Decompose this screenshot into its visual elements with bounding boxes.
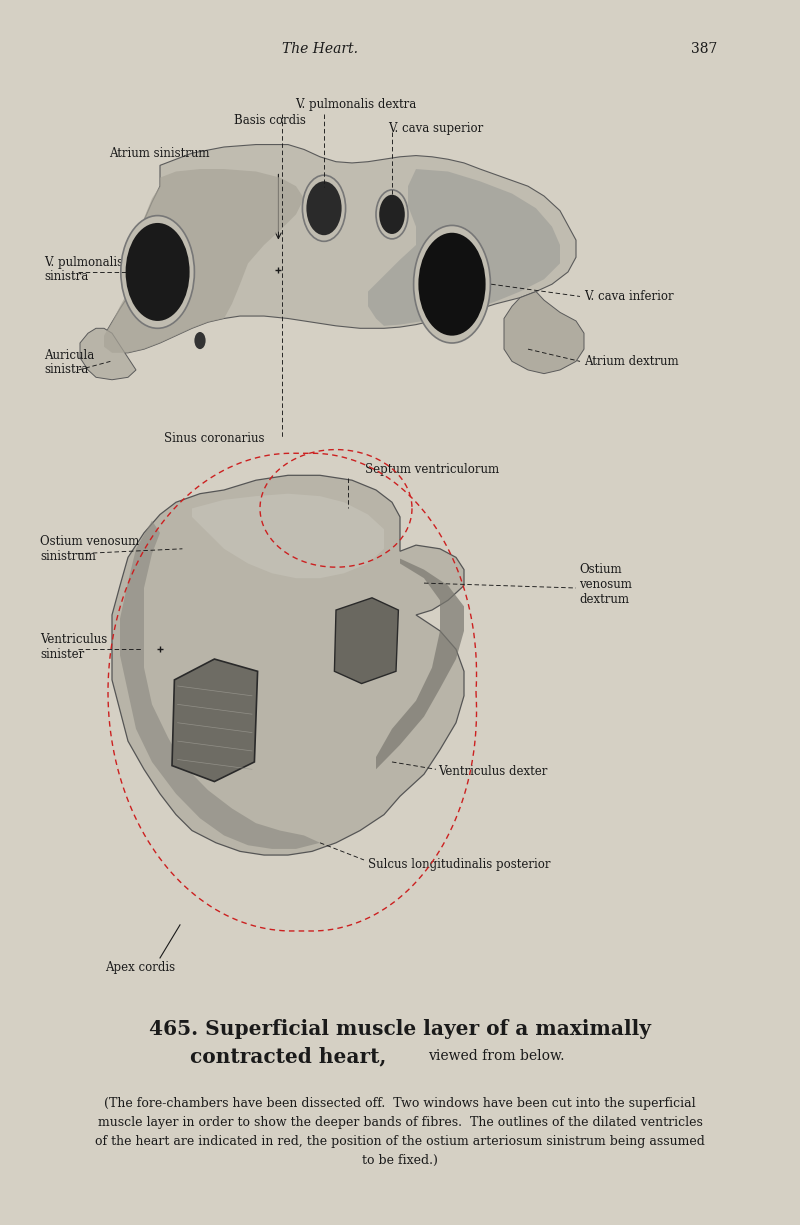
Text: sinister: sinister [40, 648, 84, 660]
Polygon shape [376, 559, 464, 769]
Text: Ostium venosum: Ostium venosum [40, 535, 139, 548]
Circle shape [126, 223, 190, 321]
Polygon shape [120, 521, 320, 849]
Polygon shape [192, 494, 384, 578]
Circle shape [302, 175, 346, 241]
Text: 387: 387 [691, 42, 717, 56]
Circle shape [376, 190, 408, 239]
Polygon shape [104, 145, 576, 353]
Text: The Heart.: The Heart. [282, 42, 358, 56]
Text: Sinus coronarius: Sinus coronarius [164, 432, 265, 445]
Text: (The fore-chambers have been dissected off.  Two windows have been cut into the : (The fore-chambers have been dissected o… [95, 1096, 705, 1167]
Text: Atrium dextrum: Atrium dextrum [584, 355, 678, 368]
Text: Auricula: Auricula [44, 349, 94, 361]
Text: V. pulmonalis dextra: V. pulmonalis dextra [295, 98, 417, 110]
Text: V. cava superior: V. cava superior [388, 122, 484, 135]
Polygon shape [172, 659, 258, 782]
Text: sinistrum: sinistrum [40, 550, 96, 562]
Text: Atrium sinistrum: Atrium sinistrum [109, 147, 210, 159]
Text: 465. Superficial muscle layer of a maximally: 465. Superficial muscle layer of a maxim… [149, 1019, 651, 1039]
Text: Sulcus longitudinalis posterior: Sulcus longitudinalis posterior [368, 859, 550, 871]
Polygon shape [104, 169, 304, 353]
Circle shape [121, 216, 194, 328]
Polygon shape [334, 598, 398, 684]
Text: dextrum: dextrum [579, 593, 629, 605]
Text: Apex cordis: Apex cordis [105, 962, 175, 974]
Text: Basis cordis: Basis cordis [234, 114, 306, 126]
Polygon shape [80, 328, 136, 380]
Text: viewed from below.: viewed from below. [428, 1049, 564, 1063]
Text: Ventriculus: Ventriculus [40, 633, 107, 646]
Text: contracted heart,: contracted heart, [190, 1046, 386, 1066]
Circle shape [194, 332, 206, 349]
Text: sinistra: sinistra [44, 364, 88, 376]
Text: Ventriculus dexter: Ventriculus dexter [438, 766, 548, 778]
Polygon shape [112, 475, 464, 855]
Text: sinistra: sinistra [44, 271, 88, 283]
Text: Ostium: Ostium [579, 564, 622, 576]
Circle shape [306, 181, 342, 235]
Text: venosum: venosum [579, 578, 632, 590]
Polygon shape [368, 169, 560, 326]
Circle shape [414, 225, 490, 343]
Circle shape [418, 233, 486, 336]
Circle shape [379, 195, 405, 234]
Text: V. cava inferior: V. cava inferior [584, 290, 674, 303]
Text: V. pulmonalis: V. pulmonalis [44, 256, 123, 268]
Polygon shape [504, 292, 584, 374]
Text: Septum ventriculorum: Septum ventriculorum [365, 463, 499, 475]
